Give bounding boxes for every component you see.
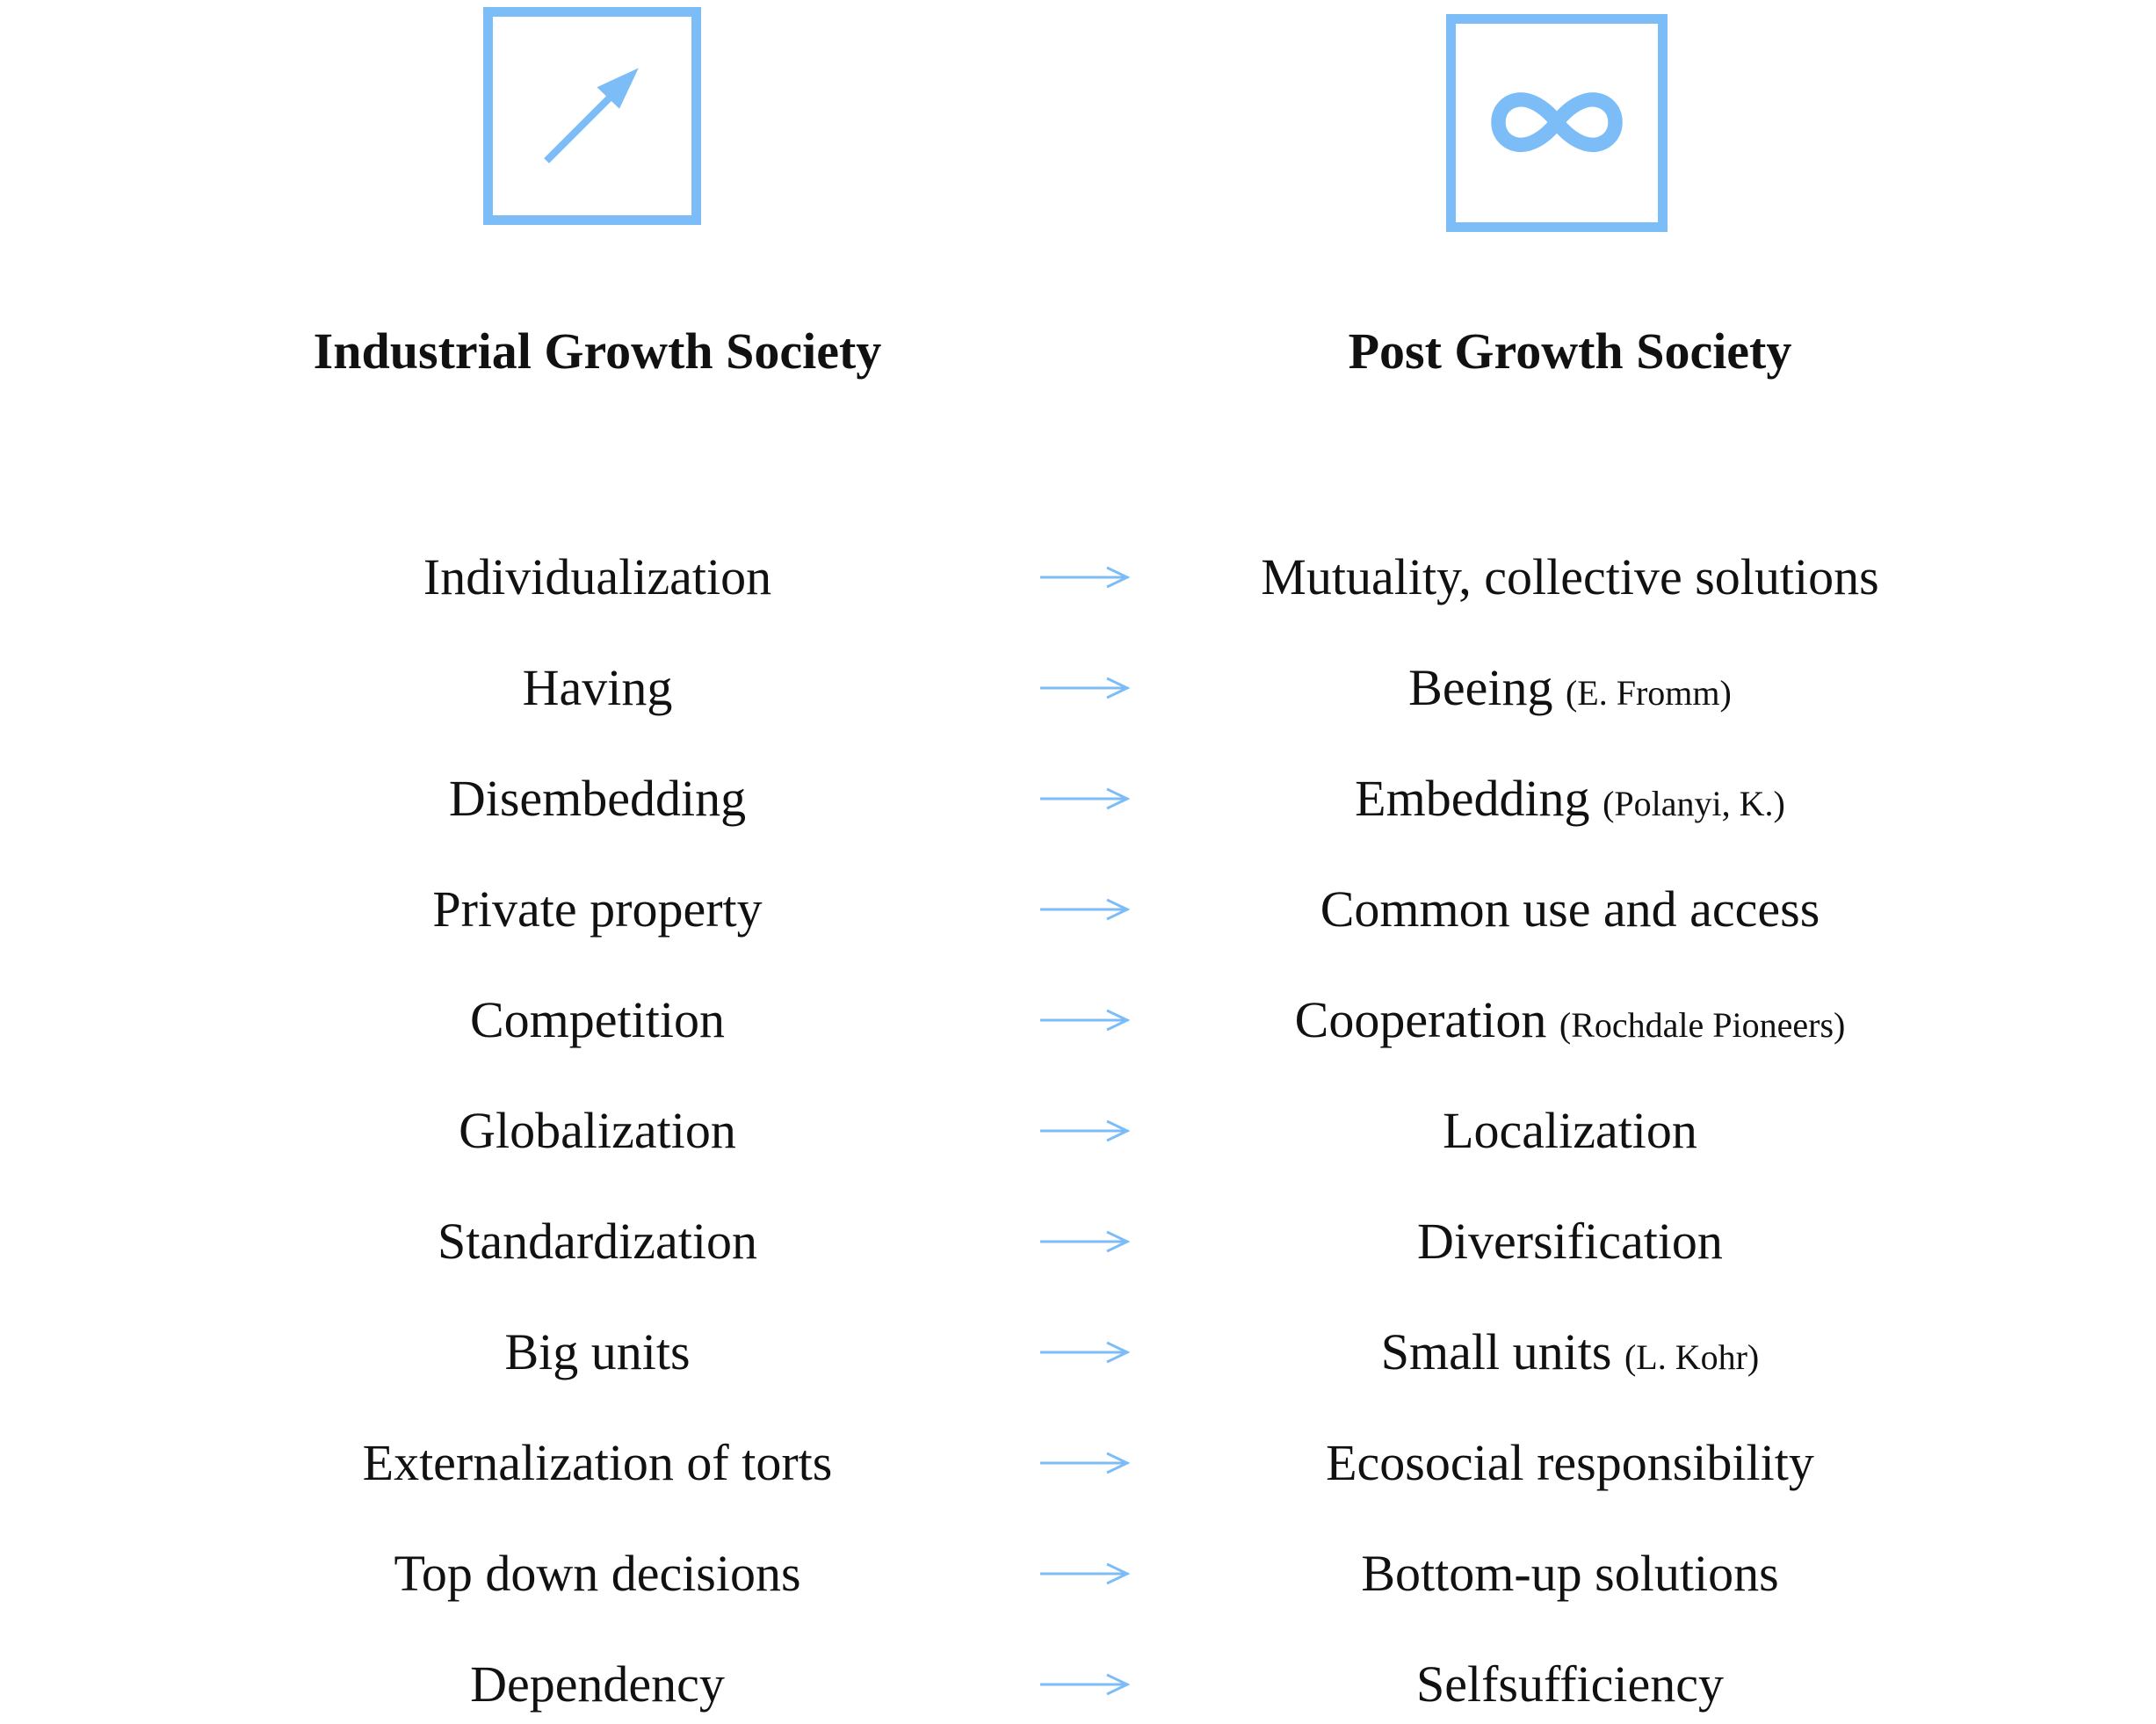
- post-growth-item-label: Diversification: [1417, 1213, 1723, 1270]
- post-growth-item: Beeing (E. Fromm): [1131, 648, 2009, 733]
- industrial-item: Big units: [504, 1323, 691, 1380]
- post-growth-item-label: Localization: [1443, 1102, 1697, 1159]
- right-arrow-icon: [1040, 1119, 1130, 1142]
- post-growth-item: Selfsufficiency: [1131, 1645, 2009, 1724]
- post-growth-item-label: Small units: [1380, 1323, 1612, 1380]
- post-growth-item: Embedding (Polanyi, K.): [1131, 759, 2009, 844]
- right-arrow-icon: [1040, 1562, 1130, 1585]
- industrial-item: Competition: [470, 991, 725, 1048]
- right-arrow-icon: [1040, 566, 1130, 589]
- industrial-item: Disembedding: [448, 770, 747, 827]
- right-arrow-icon: [1040, 677, 1130, 699]
- comparison-row: Externalization of torts Ecosocial respon…: [0, 1423, 2156, 1503]
- post-growth-item: Localization: [1131, 1091, 2009, 1170]
- post-growth-item-label: Common use and access: [1320, 880, 1820, 938]
- post-growth-item-label: Cooperation: [1294, 991, 1547, 1048]
- right-arrow-icon: [1040, 1230, 1130, 1253]
- growth-arrow-icon-box: [483, 7, 701, 225]
- industrial-item: Top down decisions: [394, 1545, 801, 1602]
- infinity-icon-box: [1446, 14, 1668, 232]
- attribution-note: (L. Kohr): [1624, 1337, 1760, 1377]
- attribution-note: (Polanyi, K.): [1603, 784, 1785, 823]
- industrial-item: Having: [522, 659, 673, 716]
- comparison-row: Private property Common use and access: [0, 870, 2156, 949]
- industrial-item: Externalization of torts: [362, 1434, 833, 1491]
- right-arrow-icon: [1040, 787, 1130, 810]
- infinity-icon: [1491, 92, 1623, 153]
- comparison-row: Individualization Mutuality, collective s…: [0, 538, 2156, 617]
- industrial-item: Individualization: [423, 548, 772, 605]
- comparison-row: Dependency Selfsufficiency: [0, 1645, 2156, 1724]
- post-growth-item: Diversification: [1131, 1202, 2009, 1281]
- right-arrow-icon: [1040, 1452, 1130, 1474]
- right-arrow-icon: [1040, 1009, 1130, 1032]
- post-growth-item-label: Mutuality, collective solutions: [1261, 548, 1879, 605]
- post-growth-item: Mutuality, collective solutions: [1131, 538, 2009, 617]
- post-growth-item: Bottom-up solutions: [1131, 1534, 2009, 1613]
- post-growth-item-label: Embedding: [1355, 770, 1590, 827]
- right-arrow-icon: [1040, 1673, 1130, 1696]
- post-growth-heading: Post Growth Society: [1348, 322, 1792, 380]
- post-growth-item-label: Bottom-up solutions: [1361, 1545, 1779, 1602]
- industrial-item: Private property: [432, 880, 763, 938]
- post-growth-item-label: Beeing: [1408, 659, 1553, 716]
- industrial-item: Dependency: [470, 1655, 725, 1713]
- industrial-growth-heading: Industrial Growth Society: [313, 322, 882, 380]
- attribution-note: (Rochdale Pioneers): [1559, 1005, 1846, 1045]
- post-growth-item: Cooperation (Rochdale Pioneers): [1131, 981, 2009, 1065]
- post-growth-item-label: Selfsufficiency: [1415, 1655, 1725, 1713]
- comparison-row: Top down decisions Bottom-up solutions: [0, 1534, 2156, 1613]
- diagonal-arrow-up-right-icon: [544, 68, 639, 163]
- comparison-row: Having Beeing (E. Fromm): [0, 648, 2156, 728]
- industrial-item: Standardization: [437, 1213, 757, 1270]
- right-arrow-icon: [1040, 898, 1130, 921]
- right-arrow-icon: [1040, 1341, 1130, 1364]
- comparison-row: Competition Cooperation (Rochdale Pioneer…: [0, 981, 2156, 1060]
- comparison-row: Big units Small units (L. Kohr): [0, 1313, 2156, 1392]
- post-growth-item: Ecosocial responsibility: [1131, 1423, 2009, 1503]
- industrial-item: Globalization: [459, 1102, 736, 1159]
- attribution-note: (E. Fromm): [1565, 673, 1732, 713]
- comparison-row: Disembedding Embedding (Polanyi, K.): [0, 759, 2156, 838]
- comparison-row: Globalization Localization: [0, 1091, 2156, 1170]
- post-growth-item: Small units (L. Kohr): [1131, 1313, 2009, 1397]
- post-growth-item-label: Ecosocial responsibility: [1326, 1434, 1814, 1491]
- post-growth-item: Common use and access: [1131, 870, 2009, 949]
- comparison-row: Standardization Diversification: [0, 1202, 2156, 1281]
